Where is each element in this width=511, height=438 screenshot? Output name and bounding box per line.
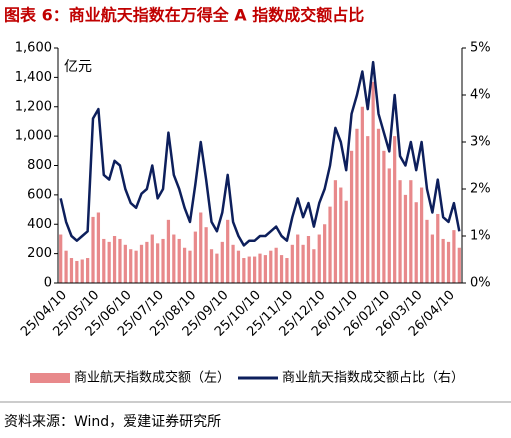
bar [441,238,445,283]
y-tick-label: 1,200 [15,99,52,114]
bar [263,255,268,283]
legend-swatch [30,373,70,383]
bar [226,219,230,283]
bar [414,202,418,283]
bar [166,219,171,283]
bar [344,200,348,283]
bar [123,244,127,283]
y-tick-label: 1,400 [15,70,52,85]
y-tick-label: 1,600 [15,41,52,56]
bar [290,244,294,283]
bar [209,249,214,283]
bar [199,212,203,283]
bar [150,234,154,283]
bar [355,128,359,283]
bar [274,247,278,283]
line [59,60,461,247]
bar [366,136,370,283]
bar [296,234,300,283]
y2-tick-label: 4% [470,88,491,103]
bar [457,247,461,283]
bar [172,234,176,283]
bar [323,224,327,283]
bar [231,244,235,283]
y-tick-label: 200 [27,246,52,261]
bar [236,250,241,283]
bar [312,249,316,283]
y-tick-label: 600 [27,187,52,202]
bar [193,231,197,283]
bar [430,234,434,283]
legend-label: 商业航天指数成交额（左） [74,370,230,386]
bar [285,258,289,283]
bar [349,150,354,283]
bar [134,250,138,283]
bar [258,253,262,283]
bar [69,258,74,283]
bar [91,216,95,283]
bar [376,128,381,283]
bar [409,180,413,283]
bar [398,180,402,283]
bar [112,236,117,283]
bar [129,249,133,283]
bar [107,241,111,283]
bar [446,241,451,283]
y2-tick-label: 0% [470,276,491,291]
y-tick-label: 0 [44,276,52,291]
bar [425,219,429,283]
bar [301,244,305,283]
y-unit: 亿元 [64,59,92,75]
y2-tick-label: 3% [470,135,491,150]
bar [80,259,84,283]
bar [96,212,101,283]
bar [139,244,144,283]
bar [436,213,440,283]
bar [145,241,149,283]
bar [118,238,122,283]
bar [177,238,181,283]
bar [452,230,456,283]
bar [204,227,208,283]
bar [279,255,284,283]
chart-title: 图表 6：商业航天指数在万得全 A 指数成交额占比 [4,6,364,25]
bar [156,243,160,283]
legend-label: 商业航天指数成交额占比（右） [282,370,464,386]
bar [328,206,332,283]
bar [59,234,63,283]
bar [220,241,224,283]
bar [382,150,386,283]
bar [188,250,192,283]
bar [339,187,343,283]
bar [387,168,391,283]
bar [102,238,106,283]
bar [419,187,424,283]
bar [393,136,397,283]
bar [242,258,246,283]
bar [182,247,187,283]
bar [333,180,338,283]
y2-tick-label: 1% [470,229,491,244]
bar [360,106,364,283]
bar [64,250,68,283]
y-tick-label: 800 [27,158,52,173]
bar [86,258,90,283]
source: 资料来源：Wind，爱建证券研究所 [4,414,221,430]
bar [317,234,321,283]
y2-tick-label: 5% [470,41,491,56]
bar [269,250,273,283]
bar [252,256,257,283]
bar [306,236,311,283]
y-tick-label: 1,000 [15,129,52,144]
bar [247,256,251,283]
bar [371,81,375,283]
y2-tick-label: 2% [470,182,491,197]
bar [403,194,408,283]
bar [161,238,165,283]
y-tick-label: 400 [27,217,52,232]
bar [215,253,219,283]
bar [75,260,79,283]
